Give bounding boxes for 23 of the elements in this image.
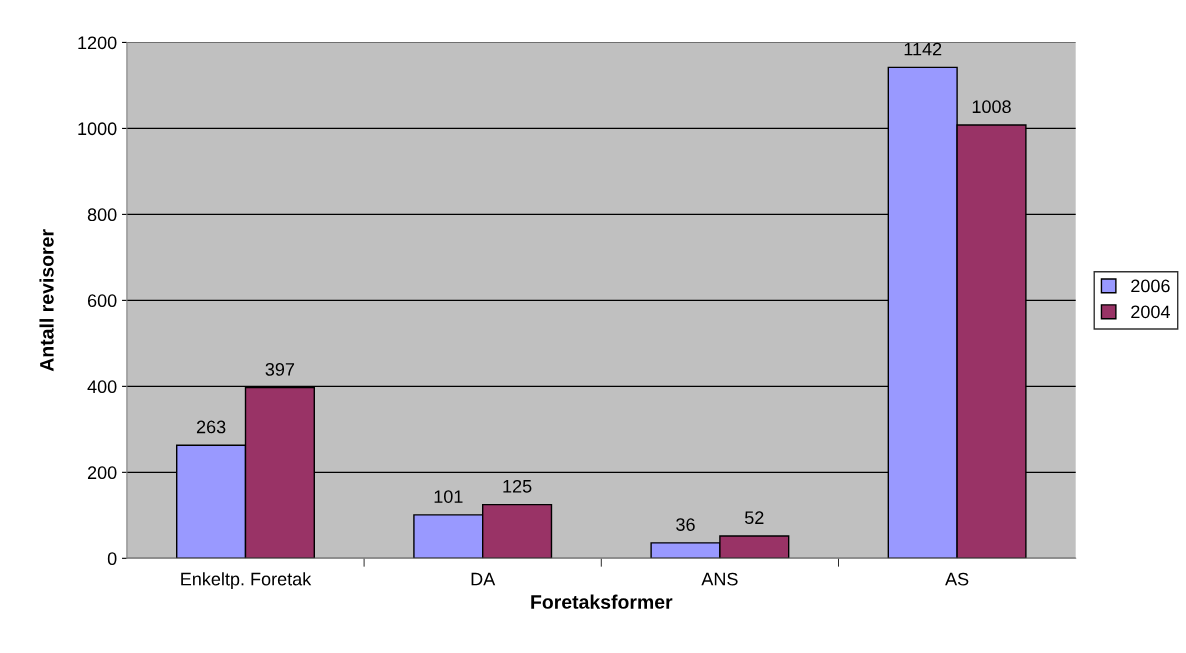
data-label: 1008	[972, 100, 1011, 114]
data-label: 1142	[904, 42, 942, 56]
y-tick-label: 1200	[78, 36, 117, 50]
y-tick-label: 200	[87, 466, 117, 480]
x-tick-label: Enkeltp. Foretak	[181, 572, 312, 590]
x-tick-label: DA	[471, 572, 496, 586]
data-label: 101	[434, 490, 463, 503]
y-tick-label: 800	[87, 208, 117, 222]
data-label: 52	[744, 511, 764, 525]
legend-label: 2004	[1131, 305, 1170, 319]
y-tick-label: 600	[87, 294, 117, 308]
data-label: 36	[676, 518, 695, 531]
x-tick-label: ANS	[701, 572, 738, 586]
x-axis-title: Foretaksformer	[531, 594, 673, 609]
y-tick-label: 0	[107, 552, 117, 566]
data-label: 397	[265, 362, 295, 376]
x-tick-label: AS	[945, 572, 969, 586]
y-axis-title: Antall revisorer	[39, 229, 54, 372]
legend-label: 2006	[1131, 279, 1170, 293]
data-label: 263	[196, 420, 226, 434]
y-tick-label: 400	[87, 380, 117, 394]
y-tick-label: 1000	[78, 122, 117, 136]
data-label: 125	[503, 479, 532, 493]
